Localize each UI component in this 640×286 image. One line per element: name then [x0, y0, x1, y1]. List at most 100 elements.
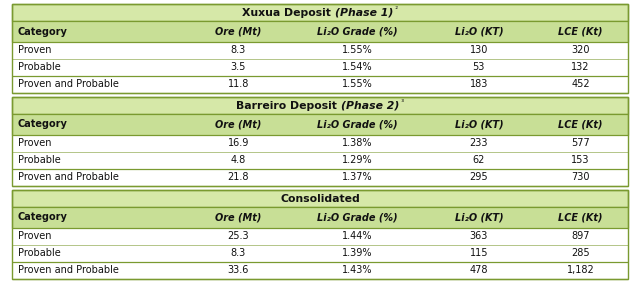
Text: (Phase 1): (Phase 1) [335, 8, 393, 18]
Bar [12, 207, 628, 227]
Bar [533, 21, 628, 41]
Text: Category: Category [18, 120, 68, 130]
Bar [12, 114, 188, 134]
Bar [12, 41, 628, 59]
Bar [12, 4, 628, 21]
Bar [12, 262, 628, 279]
Text: Proven: Proven [18, 231, 51, 241]
Bar [425, 207, 533, 227]
Bar [425, 114, 533, 134]
Bar [12, 59, 628, 76]
Text: 1.55%: 1.55% [342, 80, 372, 90]
Text: 295: 295 [470, 172, 488, 182]
Text: Consolidated: Consolidated [280, 194, 360, 204]
Text: 8.3: 8.3 [230, 248, 246, 258]
Bar [12, 76, 628, 93]
Text: 21.8: 21.8 [227, 172, 249, 182]
Text: Barreiro Deposit: Barreiro Deposit [236, 101, 340, 111]
Text: 53: 53 [473, 62, 485, 72]
Text: LCE (Kt): LCE (Kt) [559, 120, 603, 130]
Bar [533, 114, 628, 134]
Text: Li₂O (KT): Li₂O (KT) [454, 212, 503, 223]
Text: 1.37%: 1.37% [342, 172, 372, 182]
Text: 320: 320 [572, 45, 590, 55]
Text: Li₂O Grade (%): Li₂O Grade (%) [317, 120, 397, 130]
Bar [289, 207, 425, 227]
Text: Ore (Mt): Ore (Mt) [215, 212, 262, 223]
Text: 730: 730 [572, 172, 590, 182]
Text: 153: 153 [572, 155, 590, 165]
Bar [425, 21, 533, 41]
Text: Category: Category [18, 212, 68, 223]
Text: Probable: Probable [18, 248, 61, 258]
Text: Li₂O (KT): Li₂O (KT) [454, 120, 503, 130]
Text: Ore (Mt): Ore (Mt) [215, 120, 262, 130]
Bar [12, 21, 628, 41]
Text: 4.8: 4.8 [230, 155, 246, 165]
Text: LCE (Kt): LCE (Kt) [559, 27, 603, 37]
Text: 1.38%: 1.38% [342, 138, 372, 148]
Text: 1.43%: 1.43% [342, 265, 372, 275]
Bar [188, 207, 289, 227]
Bar [12, 4, 628, 93]
Text: 285: 285 [572, 248, 590, 258]
Text: 1.55%: 1.55% [342, 45, 372, 55]
Text: 11.8: 11.8 [228, 80, 249, 90]
Text: 183: 183 [470, 80, 488, 90]
Text: 115: 115 [470, 248, 488, 258]
Text: 363: 363 [470, 231, 488, 241]
Bar [12, 97, 628, 114]
Bar [533, 207, 628, 227]
Text: Proven: Proven [18, 138, 51, 148]
Bar [12, 227, 628, 245]
Text: 130: 130 [470, 45, 488, 55]
Text: 3.5: 3.5 [230, 62, 246, 72]
Text: Category: Category [18, 27, 68, 37]
Text: ²: ² [393, 7, 398, 13]
Text: 16.9: 16.9 [228, 138, 249, 148]
Text: 478: 478 [470, 265, 488, 275]
Text: Proven: Proven [18, 45, 51, 55]
Text: 8.3: 8.3 [230, 45, 246, 55]
Bar [12, 190, 628, 279]
Bar [12, 169, 628, 186]
Text: (Phase 2): (Phase 2) [340, 101, 399, 111]
Text: 233: 233 [470, 138, 488, 148]
Text: Li₂O Grade (%): Li₂O Grade (%) [317, 212, 397, 223]
Bar [12, 207, 188, 227]
Text: 452: 452 [572, 80, 590, 90]
Bar [12, 21, 188, 41]
Text: 1.44%: 1.44% [342, 231, 372, 241]
Text: ³: ³ [399, 100, 404, 106]
Text: 1.39%: 1.39% [342, 248, 372, 258]
Bar [188, 114, 289, 134]
Bar [12, 190, 628, 207]
Bar [289, 114, 425, 134]
Bar [12, 114, 628, 134]
Text: 62: 62 [473, 155, 485, 165]
Text: 1,182: 1,182 [567, 265, 595, 275]
Text: Li₂O Grade (%): Li₂O Grade (%) [317, 27, 397, 37]
Bar [188, 21, 289, 41]
Text: 132: 132 [572, 62, 590, 72]
Bar [12, 97, 628, 186]
Text: Li₂O (KT): Li₂O (KT) [454, 27, 503, 37]
Text: 1.54%: 1.54% [342, 62, 372, 72]
Bar [12, 245, 628, 262]
Text: 25.3: 25.3 [227, 231, 249, 241]
Text: 897: 897 [572, 231, 590, 241]
Text: Proven and Probable: Proven and Probable [18, 172, 119, 182]
Text: Xuxua Deposit: Xuxua Deposit [242, 8, 335, 18]
Text: 33.6: 33.6 [228, 265, 249, 275]
Text: 577: 577 [572, 138, 590, 148]
Bar [12, 134, 628, 152]
Text: 1.29%: 1.29% [342, 155, 372, 165]
Bar [289, 21, 425, 41]
Text: LCE (Kt): LCE (Kt) [559, 212, 603, 223]
Text: Ore (Mt): Ore (Mt) [215, 27, 262, 37]
Text: Probable: Probable [18, 155, 61, 165]
Bar [12, 152, 628, 169]
Text: Probable: Probable [18, 62, 61, 72]
Text: Proven and Probable: Proven and Probable [18, 265, 119, 275]
Text: Proven and Probable: Proven and Probable [18, 80, 119, 90]
